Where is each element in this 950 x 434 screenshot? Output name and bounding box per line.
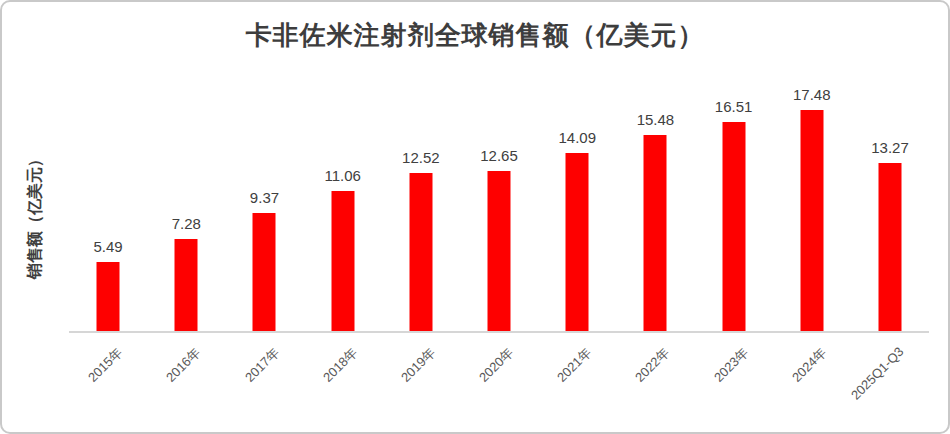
category-column: 14.092021年 (538, 78, 616, 331)
category-column: 16.512023年 (695, 78, 773, 331)
bar (878, 163, 901, 331)
data-label: 17.48 (793, 86, 831, 103)
bar (409, 173, 432, 331)
category-column: 7.282016年 (147, 78, 225, 331)
x-axis-tick-label: 2018年 (319, 344, 361, 386)
x-axis-tick-label: 2024年 (788, 344, 830, 386)
category-column: 12.522019年 (382, 78, 460, 331)
bar (566, 153, 589, 331)
bar (331, 191, 354, 331)
x-axis-tick-label: 2019年 (397, 344, 439, 386)
chart-frame: 卡非佐米注射剂全球销售额（亿美元） 销售额（亿美元） 5.492015年7.28… (0, 0, 950, 434)
bar (253, 213, 276, 332)
plot-area: 5.492015年7.282016年9.372017年11.062018年12.… (69, 78, 929, 333)
x-axis-tick-label: 2023年 (710, 344, 752, 386)
data-label: 13.27 (871, 139, 909, 156)
x-axis-tick-label: 2017年 (241, 344, 283, 386)
y-axis-title: 销售额（亿美元） (25, 151, 46, 279)
data-label: 16.51 (715, 98, 753, 115)
category-column: 5.492015年 (69, 78, 147, 331)
data-label: 12.52 (402, 149, 440, 166)
data-label: 12.65 (480, 147, 518, 164)
category-column: 12.652020年 (460, 78, 538, 331)
x-axis-tick-label: 2020年 (475, 344, 517, 386)
bar (644, 135, 667, 331)
data-label: 9.37 (250, 189, 279, 206)
bar (175, 239, 198, 331)
category-column: 11.062018年 (304, 78, 382, 331)
x-axis-tick-label: 2021年 (554, 344, 596, 386)
data-label: 11.06 (324, 167, 360, 184)
bar (488, 171, 511, 331)
category-column: 9.372017年 (225, 78, 303, 331)
bar (722, 122, 745, 331)
data-label: 15.48 (637, 111, 675, 128)
data-label: 7.28 (172, 215, 201, 232)
data-label: 5.49 (93, 238, 122, 255)
category-column: 17.482024年 (773, 78, 851, 331)
x-axis-tick-label: 2025Q1-Q3 (848, 344, 907, 403)
bar (97, 262, 120, 331)
chart-title: 卡非佐米注射剂全球销售额（亿美元） (2, 18, 948, 53)
bar (800, 110, 823, 331)
x-axis-tick-label: 2022年 (632, 344, 674, 386)
data-label: 14.09 (558, 129, 596, 146)
category-column: 13.272025Q1-Q3 (851, 78, 929, 331)
category-column: 15.482022年 (616, 78, 694, 331)
x-axis-tick-label: 2016年 (163, 344, 205, 386)
x-axis-tick-label: 2015年 (84, 344, 126, 386)
